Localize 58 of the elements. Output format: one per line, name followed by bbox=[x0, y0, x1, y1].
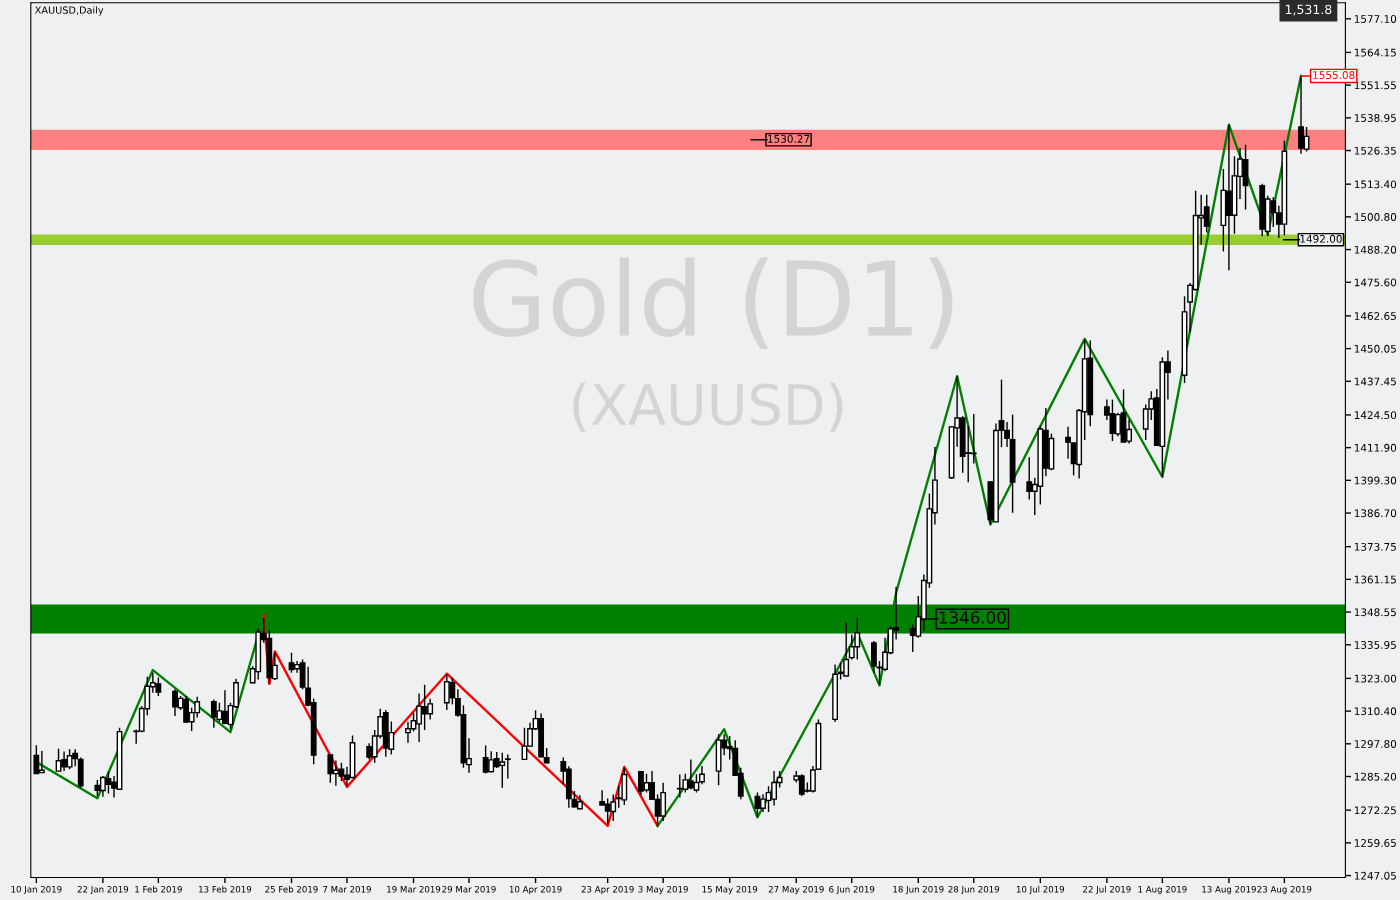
candlestick bbox=[871, 640, 877, 674]
y-tick-label: 1361.15 bbox=[1354, 575, 1396, 584]
x-tick-label: 22 Jul 2019 bbox=[1083, 885, 1131, 895]
x-tick-label: 23 Aug 2019 bbox=[1257, 885, 1312, 895]
y-tick-label: 1247.05 bbox=[1354, 871, 1396, 880]
annotation: 1,531.8 bbox=[1285, 4, 1332, 16]
x-tick-label: 29 Mar 2019 bbox=[442, 885, 496, 893]
y-tick-label: 1488.20 bbox=[1354, 245, 1397, 254]
x-tick-label: 25 Feb 2019 bbox=[265, 885, 318, 893]
x-tick-label: 10 Jul 2019 bbox=[1016, 885, 1065, 895]
y-tick-label: 1500.80 bbox=[1354, 213, 1397, 221]
y-tick-label: 1577.10 bbox=[1354, 15, 1397, 23]
x-tick-label: 10 Apr 2019 bbox=[509, 885, 562, 895]
y-tick-label: 1373.75 bbox=[1354, 542, 1396, 551]
y-tick-label: 1335.95 bbox=[1354, 641, 1396, 649]
band-label: 1530.27 bbox=[768, 134, 810, 143]
x-tick-label: 22 Jan 2019 bbox=[77, 885, 129, 895]
x-tick-label: 28 Jun 2019 bbox=[948, 885, 1000, 895]
candlestick bbox=[504, 753, 511, 780]
x-tick-label: 19 Mar 2019 bbox=[387, 885, 441, 893]
y-tick-label: 1564.15 bbox=[1354, 48, 1396, 57]
x-tick-label: 6 Jun 2019 bbox=[829, 885, 875, 895]
band-label: 1346.00 bbox=[939, 611, 1006, 624]
x-tick-label: 1 Feb 2019 bbox=[135, 885, 182, 893]
y-tick-label: 1437.45 bbox=[1354, 377, 1396, 386]
x-tick-label: 18 Jun 2019 bbox=[893, 885, 944, 895]
y-tick-label: 1399.30 bbox=[1354, 476, 1397, 485]
x-tick-label: 10 Jan 2019 bbox=[11, 885, 62, 895]
y-tick-label: 1551.55 bbox=[1354, 81, 1396, 90]
y-tick-label: 1323.00 bbox=[1354, 674, 1397, 683]
y-tick-label: 1259.65 bbox=[1354, 839, 1396, 847]
y-tick-label: 1475.60 bbox=[1354, 278, 1397, 287]
y-tick-label: 1272.25 bbox=[1354, 806, 1396, 815]
y-tick-label: 1513.40 bbox=[1354, 180, 1397, 189]
x-tick-label: 23 Apr 2019 bbox=[581, 885, 634, 895]
x-tick-label: 1 Aug 2019 bbox=[1138, 885, 1187, 895]
y-tick-label: 1538.95 bbox=[1354, 114, 1396, 122]
y-tick-label: 1285.20 bbox=[1354, 772, 1397, 781]
y-tick-label: 1310.40 bbox=[1354, 707, 1397, 716]
band-label: 1492.00 bbox=[1300, 234, 1342, 243]
y-tick-label: 1424.50 bbox=[1354, 411, 1397, 420]
y-tick-label: 1462.65 bbox=[1354, 312, 1396, 320]
y-tick-label: 1450.05 bbox=[1354, 344, 1396, 353]
line-series bbox=[262, 614, 659, 828]
x-tick-label: 7 Mar 2019 bbox=[323, 885, 371, 893]
y-tick-label: 1348.55 bbox=[1354, 608, 1396, 617]
x-tick-label: 13 Feb 2019 bbox=[199, 885, 252, 893]
y-tick-label: 1386.70 bbox=[1354, 509, 1397, 518]
x-tick-label: 3 May 2019 bbox=[638, 885, 688, 895]
y-tick-label: 1411.90 bbox=[1354, 443, 1397, 452]
x-tick-label: 27 May 2019 bbox=[768, 885, 824, 895]
y-tick-label: 1526.35 bbox=[1354, 146, 1396, 155]
y-tick-label: 1297.80 bbox=[1354, 740, 1397, 748]
x-tick-label: 15 May 2019 bbox=[702, 885, 758, 895]
candlestick bbox=[699, 765, 705, 786]
annotation: XAUUSD,Daily bbox=[35, 6, 104, 16]
annotation: 1555.08 bbox=[1313, 71, 1355, 79]
x-tick-label: 13 Aug 2019 bbox=[1202, 885, 1256, 895]
